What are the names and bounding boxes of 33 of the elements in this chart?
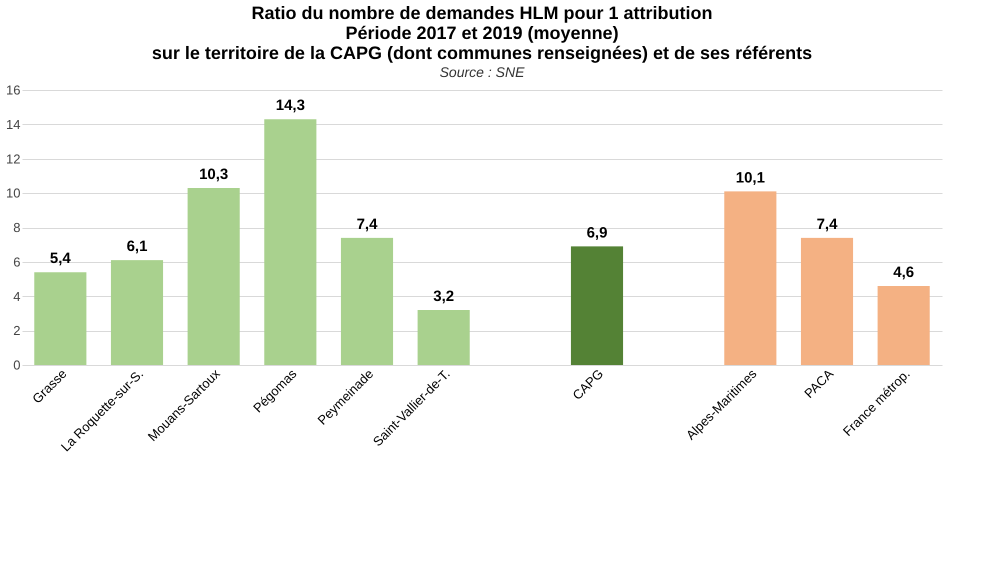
text: Ratio du nombre de demandes HLM pour 1 attribution [251,3,713,23]
bar [264,119,316,365]
data-label: 4,6 [893,264,914,281]
data-label: 3,2 [433,288,454,305]
y-tick-label: 16 [6,82,20,98]
bar [418,310,470,365]
data-label: 7,4 [356,216,378,233]
y-tick-label: 10 [6,186,20,201]
bar [188,188,240,365]
data-label: 14,3 [276,97,305,114]
data-label: 5,4 [50,250,72,268]
y-tick-label: 0 [13,358,20,372]
y-tick-label: 4 [13,288,20,304]
text: sur le territoire de la CAPG (dont communes renseignées) et de ses référents [152,43,812,63]
text: Période 2017 et 2019 (moyenne) [345,23,619,43]
bar [724,191,776,365]
y-tick-label: 14 [6,116,20,132]
bar [800,238,854,365]
data-label: 10,3 [199,166,228,183]
y-tick-label: 2 [13,323,20,338]
data-label: 7,4 [816,216,838,233]
y-tick-label: 6 [13,254,20,270]
bar [340,238,394,365]
chart-subtitle: Source : SNE [440,64,526,80]
bar [570,246,624,365]
bar [878,286,930,365]
data-label: 6,9 [586,224,608,242]
data-label: 10,1 [736,169,765,186]
bar [110,260,164,365]
bar [34,272,86,365]
data-label: 6,1 [126,238,148,256]
y-tick-label: 8 [13,220,20,235]
y-tick-label: 12 [6,151,20,166]
